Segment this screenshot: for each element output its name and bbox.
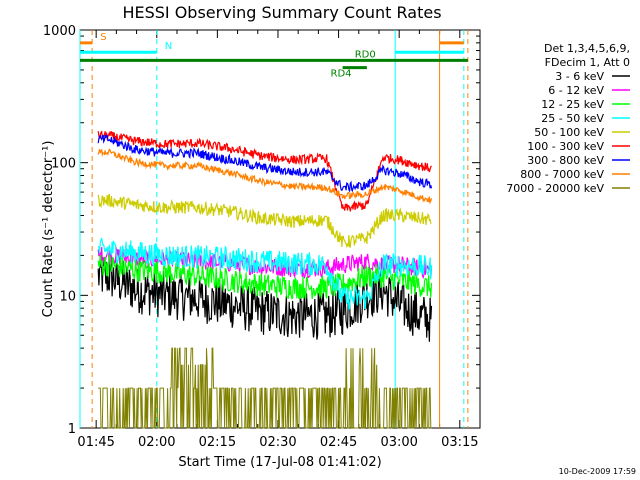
legend-entry-label: 300 - 800 keV <box>527 154 604 167</box>
legend-entry-label: 3 - 6 keV <box>555 70 604 83</box>
flag-label-s: S <box>100 32 106 43</box>
x-tick-label: 03:00 <box>380 435 417 450</box>
series-line-7 <box>97 148 433 205</box>
x-tick-label: 03:15 <box>441 435 478 450</box>
chart-title: HESSI Observing Summary Count Rates <box>122 3 441 22</box>
legend-header: FDecim 1, Att 0 <box>545 56 630 69</box>
x-axis-label: Start Time (17-Jul-08 01:41:02) <box>178 455 381 470</box>
y-tick-label: 1 <box>68 422 76 437</box>
y-tick-label: 1000 <box>43 24 76 39</box>
series-lines <box>97 130 433 429</box>
y-tick-labels: 1 10 100 1000 <box>43 24 76 437</box>
x-tick-labels: 01:45 02:00 02:15 02:30 02:45 03:00 03:15 <box>77 435 478 450</box>
legend-header: Det 1,3,4,5,6,9, <box>544 42 630 55</box>
series-line-6 <box>97 134 433 193</box>
axis-ticks <box>80 30 481 429</box>
x-tick-label: 02:00 <box>138 435 175 450</box>
x-tick-label: 01:45 <box>77 435 114 450</box>
legend-entry-label: 25 - 50 keV <box>541 112 604 125</box>
flag-label-rd4: RD4 <box>331 69 352 80</box>
legend: Det 1,3,4,5,6,9,FDecim 1, Att 03 - 6 keV… <box>506 42 630 195</box>
y-tick-label: 100 <box>51 157 76 172</box>
legend-entry-label: 7000 - 20000 keV <box>506 182 604 195</box>
legend-entry-label: 100 - 300 keV <box>527 140 604 153</box>
series-line-2 <box>97 254 433 300</box>
legend-entry-label: 6 - 12 keV <box>548 84 604 97</box>
x-tick-label: 02:30 <box>259 435 296 450</box>
series-line-3 <box>97 237 433 311</box>
flag-label-rd0: RD0 <box>355 49 376 60</box>
y-tick-label: 10 <box>59 289 76 304</box>
x-tick-label: 02:15 <box>199 435 236 450</box>
x-tick-label: 02:45 <box>320 435 357 450</box>
series-line-5 <box>97 130 432 212</box>
legend-entry-label: 12 - 25 keV <box>541 98 604 111</box>
series-line-4 <box>97 193 432 249</box>
flag-label-n: N <box>165 41 172 52</box>
plot-frame <box>79 29 481 429</box>
y-axis-label: Count Rate (s⁻¹ detector⁻¹) <box>41 141 56 318</box>
legend-entry-label: 50 - 100 keV <box>534 126 604 139</box>
legend-entry-label: 800 - 7000 keV <box>520 168 604 181</box>
series-line-8 <box>98 347 432 429</box>
vertical-markers <box>79 30 469 428</box>
timestamp-stamp: 10-Dec-2009 17:59 <box>559 467 636 476</box>
